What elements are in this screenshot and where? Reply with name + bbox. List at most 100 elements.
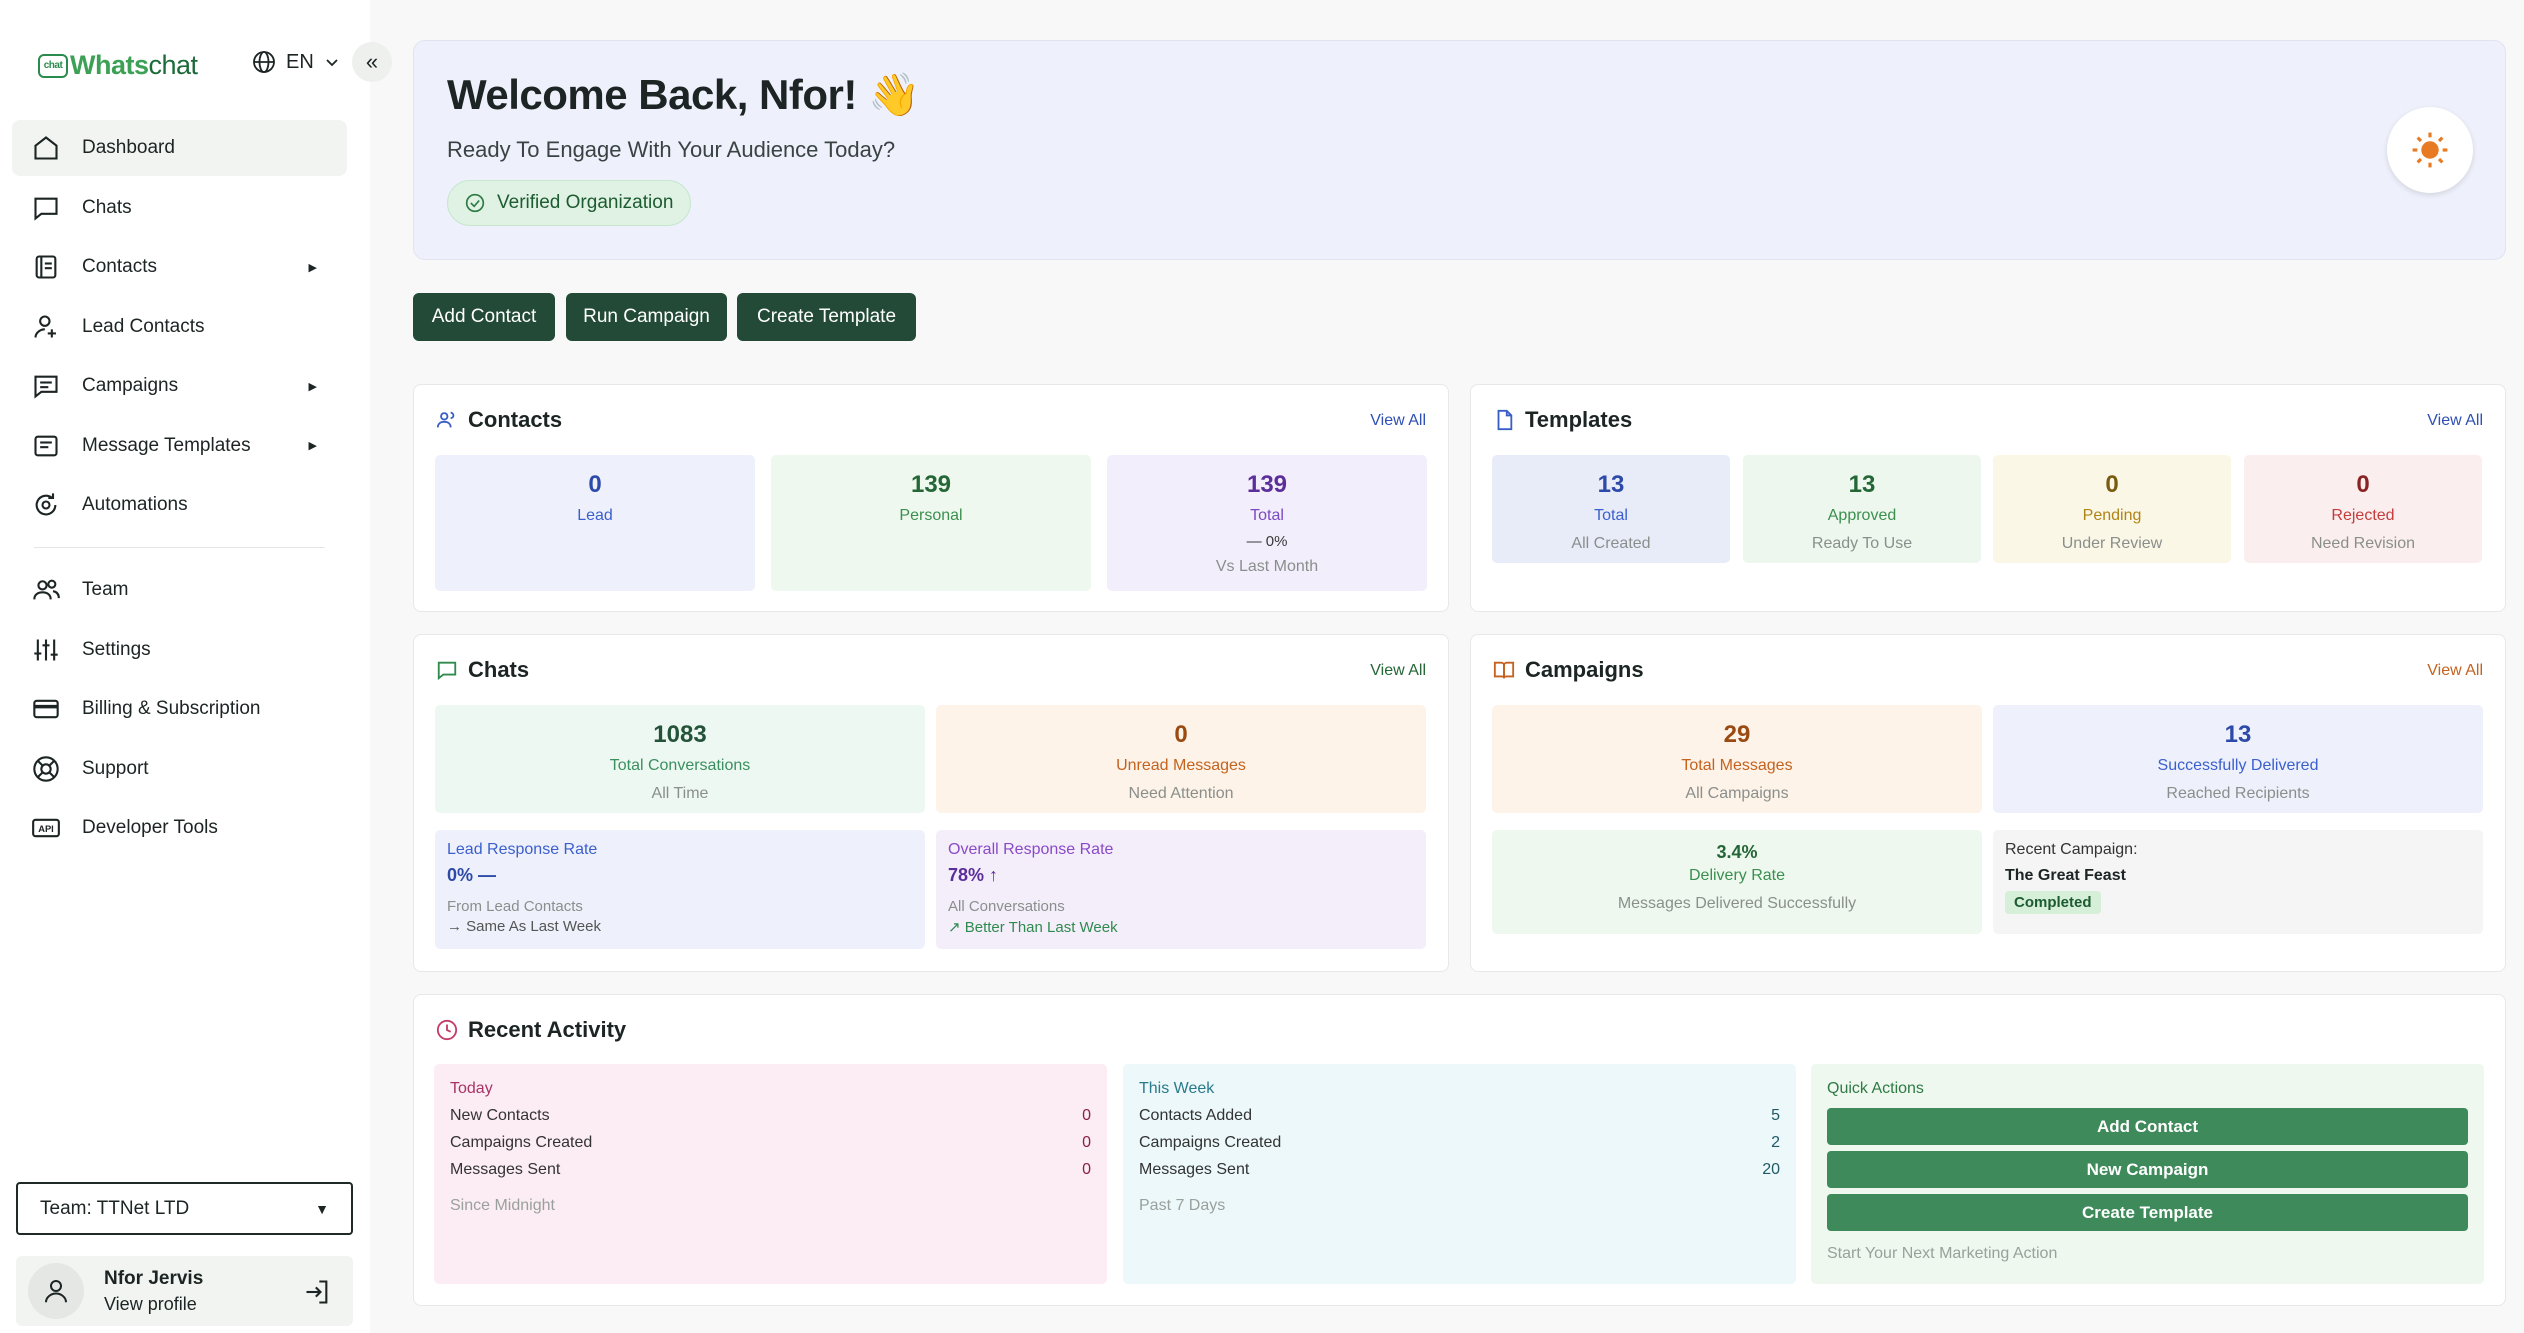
total-conversations-tile[interactable]: 1083 Total Conversations All Time <box>435 705 925 813</box>
sidebar-item-message-templates[interactable]: Message Templates ▶ <box>12 418 347 474</box>
total-contacts-tile[interactable]: 139 Total — 0% Vs Last Month <box>1107 455 1427 591</box>
templates-view-all-link[interactable]: View All <box>2427 412 2483 429</box>
recent-campaign[interactable]: Recent Campaign: The Great Feast Complet… <box>1993 830 2483 934</box>
sidebar-item-label: Lead Contacts <box>82 315 205 337</box>
chats-view-all-link[interactable]: View All <box>1370 662 1426 679</box>
run-campaign-button[interactable]: Run Campaign <box>566 293 727 341</box>
unread-messages-sub: Need Attention <box>1128 785 1234 802</box>
sliders-icon <box>34 639 58 660</box>
personal-count: 139 <box>910 471 952 498</box>
total-conversations-count: 1083 <box>653 721 707 748</box>
templates-rejected-count: 0 <box>2356 471 2370 498</box>
check-circle-icon <box>465 193 485 213</box>
personal-tile[interactable]: 139 Personal <box>771 455 1091 591</box>
activity-row-label: Messages Sent <box>450 1161 561 1178</box>
sidebar-item-billing[interactable]: Billing & Subscription <box>12 681 347 737</box>
sidebar-item-label: Developer Tools <box>82 817 218 838</box>
home-icon <box>34 136 58 160</box>
quick-actions: Quick Actions Add Contact New Campaign C… <box>1811 1064 2484 1284</box>
contacts-view-all-link[interactable]: View All <box>1370 412 1426 429</box>
overall-response-rate-compare: ↗ Better Than Last Week <box>948 919 1118 936</box>
welcome-title: Welcome Back, Nfor! 👋 <box>447 71 920 118</box>
lead-label: Lead <box>577 507 613 524</box>
activity-week-title: This Week <box>1139 1080 1215 1097</box>
template-icon <box>34 435 58 456</box>
collapse-sidebar-button[interactable]: « <box>352 42 392 82</box>
templates-total-tile[interactable]: 13 Total All Created <box>1492 455 1730 563</box>
delivery-rate-value: 3.4% <box>1716 842 1758 862</box>
templates-rejected-tile[interactable]: 0 Rejected Need Revision <box>2244 455 2482 563</box>
add-contact-button[interactable]: Add Contact <box>413 293 555 341</box>
card-title: Recent Activity <box>436 1017 626 1043</box>
templates-pending-tile[interactable]: 0 Pending Under Review <box>1993 455 2231 563</box>
status-badge: Completed <box>2005 891 2101 914</box>
activity-row-label: Contacts Added <box>1139 1107 1252 1124</box>
delivered-tile[interactable]: 13 Successfully Delivered Reached Recipi… <box>1993 705 2483 813</box>
lead-count: 0 <box>588 471 602 498</box>
sidebar-item-campaigns[interactable]: Campaigns ▶ <box>12 358 347 414</box>
app-logo[interactable]: chat Whats chat <box>38 50 198 81</box>
overall-response-rate-value: 78% ↑ <box>948 865 999 885</box>
sidebar-item-support[interactable]: Support <box>12 741 347 797</box>
sidebar-item-contacts[interactable]: Contacts ▶ <box>12 239 347 295</box>
user-plus-icon <box>34 314 56 338</box>
sidebar-item-label: Campaigns <box>82 375 179 396</box>
list-item: Campaigns Created 0 <box>450 1134 1091 1152</box>
list-item: Messages Sent 20 <box>1139 1161 1780 1179</box>
caret-right-icon: ▶ <box>308 261 317 274</box>
welcome-subtitle: Ready To Engage With Your Audience Today… <box>447 137 896 162</box>
total-contacts-change: — 0% <box>1246 533 1288 550</box>
total-messages-tile[interactable]: 29 Total Messages All Campaigns <box>1492 705 1982 813</box>
templates-approved-tile[interactable]: 13 Approved Ready To Use <box>1743 455 1981 563</box>
create-template-button[interactable]: Create Template <box>737 293 916 341</box>
sidebar-item-label: Billing & Subscription <box>82 698 261 719</box>
activity-row-value: 0 <box>1082 1161 1091 1178</box>
team-selector[interactable]: Team: TTNet LTD ▼ <box>16 1182 353 1235</box>
logout-icon[interactable] <box>303 1278 331 1306</box>
sidebar-item-chats[interactable]: Chats <box>12 180 347 236</box>
templates-pending-count: 0 <box>2105 471 2119 498</box>
svg-text:API: API <box>38 824 54 834</box>
lead-response-rate: Lead Response Rate 0% — From Lead Contac… <box>435 830 925 949</box>
caret-right-icon: ▶ <box>308 440 317 452</box>
sun-icon <box>2412 132 2448 168</box>
quick-create-template-button[interactable]: Create Template <box>1827 1194 2468 1231</box>
templates-approved-label: Approved <box>1827 507 1897 524</box>
sidebar-item-developer-tools[interactable]: API Developer Tools <box>12 800 347 856</box>
language-selector[interactable]: EN <box>252 50 340 74</box>
sidebar-item-label: Automations <box>82 494 188 515</box>
user-profile[interactable]: Nfor Jervis View profile <box>16 1256 353 1326</box>
sidebar-item-automations[interactable]: Automations <box>12 477 347 533</box>
templates-approved-sub: Ready To Use <box>1811 535 1913 552</box>
sidebar-item-team[interactable]: Team <box>12 562 347 618</box>
sidebar-item-dashboard[interactable]: Dashboard <box>12 120 347 176</box>
templates-approved-count: 13 <box>1848 471 1876 498</box>
card-title: Chats <box>436 657 529 683</box>
activity-row-value: 0 <box>1082 1107 1091 1124</box>
sidebar-item-label: Support <box>82 757 149 779</box>
personal-label: Personal <box>899 507 963 524</box>
activity-today: Today New Contacts 0 Campaigns Created 0 M… <box>434 1064 1107 1284</box>
sidebar-item-label: Team <box>82 579 129 600</box>
campaigns-card: Campaigns View All 29 Total Messages All… <box>1470 634 2506 972</box>
logo-text-part-a: Whats <box>70 50 149 80</box>
quick-add-contact-button[interactable]: Add Contact <box>1827 1108 2468 1145</box>
sidebar-item-settings[interactable]: Settings <box>12 622 347 678</box>
recent-activity-title: Recent Activity <box>468 1017 627 1042</box>
sidebar: chat Whats chat EN Dashboard Chats Conta… <box>0 0 370 1333</box>
theme-toggle-button[interactable] <box>2387 107 2473 193</box>
logo-text-part-b: chat <box>148 50 199 80</box>
total-messages-sub: All Campaigns <box>1685 785 1789 802</box>
chats-card: Chats View All 1083 Total Conversations … <box>413 634 1449 972</box>
lead-tile[interactable]: 0 Lead <box>435 455 755 591</box>
view-profile-link[interactable]: View profile <box>104 1293 197 1314</box>
sidebar-item-lead-contacts[interactable]: Lead Contacts <box>12 299 347 355</box>
double-chevron-left-icon: « <box>365 49 379 74</box>
total-messages-count: 29 <box>1723 721 1751 748</box>
unread-messages-tile[interactable]: 0 Unread Messages Need Attention <box>936 705 1426 813</box>
contacts-card: Contacts View All 0 Lead 139 Personal 13… <box>413 384 1449 612</box>
campaigns-view-all-link[interactable]: View All <box>2427 662 2483 679</box>
recent-campaign-name: The Great Feast <box>2005 867 2126 884</box>
quick-new-campaign-button[interactable]: New Campaign <box>1827 1151 2468 1188</box>
sidebar-item-label: Contacts <box>82 256 157 277</box>
